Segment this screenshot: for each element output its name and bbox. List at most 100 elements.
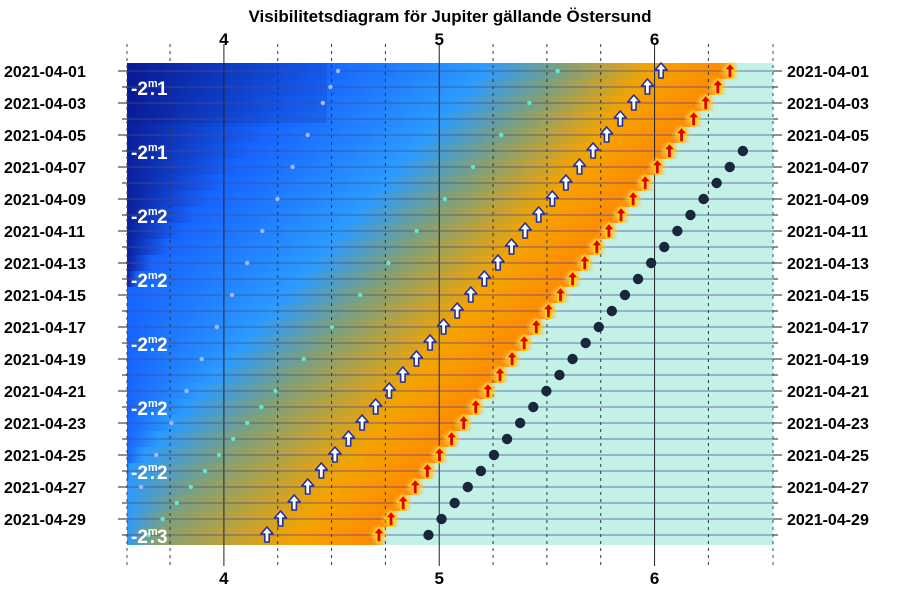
date-label-left: 2021-04-29 [4,512,86,529]
grid-lines [126,44,774,566]
red-arrow [698,94,713,111]
white-arrow [627,94,641,111]
x-tick-label-top: 5 [434,30,443,49]
red-arrow [674,126,689,143]
red-arrow [602,222,616,239]
date-label-right: 2021-04-15 [787,288,869,305]
chart-title: Visibilitetsdiagram för Jupiter gällande… [248,7,651,26]
axis-labels: 4 4 5 5 6 6 2021-04-01 2021-04-01 2021-04-03 2021… [4,30,869,588]
date-label-left: 2021-04-19 [4,352,86,369]
cyan-dot [329,324,335,330]
white-arrow [382,382,397,399]
cyan-dot [301,356,306,362]
date-label-right: 2021-04-23 [787,416,869,433]
light-dot [305,132,310,138]
dark-dot [423,529,434,541]
light-dot [335,68,341,74]
date-label-left: 2021-04-09 [4,192,86,209]
x-tick-label-bottom: 5 [434,569,443,588]
red-arrow [493,366,507,383]
red-arrow [408,478,423,495]
date-label-left: 2021-04-05 [4,128,86,145]
date-label-right: 2021-04-09 [787,192,869,209]
date-label-left: 2021-04-23 [4,416,86,433]
magnitude-label: -2m. 2 [131,270,168,292]
cyan-dot [414,228,419,234]
dark-dot [488,449,500,461]
red-arrow [626,190,640,207]
light-dot [138,484,144,490]
white-arrow [450,302,465,319]
dark-dot [528,401,539,413]
cyan-dot [442,196,448,202]
red-arrow [565,270,580,287]
dark-dot [606,305,618,317]
cyan-dot [499,132,504,138]
white-arrow [463,286,478,303]
date-label-left: 2021-04-03 [4,96,86,113]
cyan-dot [188,484,194,490]
cyan-dot [245,420,250,426]
white-arrow [396,366,410,383]
cyan-dot [174,500,179,506]
red-arrow [420,462,435,479]
x-tick-label-top: 6 [650,30,659,49]
light-dot [199,356,204,362]
cyan-dot [146,532,151,538]
red-arrow [396,494,410,511]
date-label-right: 2021-04-03 [787,96,869,113]
red-arrow [553,286,568,303]
date-label-right: 2021-04-13 [787,256,869,273]
red-arrow [638,174,653,191]
dark-dot [475,465,487,477]
x-tick-label-top: 4 [219,30,229,49]
cyan-dot [555,68,560,74]
red-arrow [517,334,531,351]
date-label-right: 2021-04-01 [787,64,869,81]
date-label-left: 2021-04-01 [4,64,86,81]
dark-dot [685,209,696,221]
date-label-right: 2021-04-29 [787,512,869,529]
dark-dot [436,513,447,525]
light-dot [169,420,174,426]
red-arrow [432,446,447,463]
white-arrow [531,206,546,223]
dark-dot [724,161,735,173]
dark-dot [698,193,709,205]
dark-dot [449,497,460,509]
white-arrow [654,62,668,79]
cyan-dot [160,516,165,522]
cyan-dot [216,452,222,458]
red-arrow [650,158,665,175]
dark-dot [593,321,604,333]
red-arrow [577,254,592,271]
white-arrow [355,414,369,431]
date-label-right: 2021-04-17 [787,320,869,337]
dark-dot [619,289,631,301]
dark-dot [659,241,670,253]
white-arrow [260,526,274,543]
dark-dot [580,337,591,349]
dark-dot [672,225,683,237]
date-label-right: 2021-04-07 [787,160,869,177]
date-label-left: 2021-04-27 [4,480,86,497]
cyan-dot [357,292,363,298]
dark-dot [632,273,644,285]
white-arrow [436,318,451,335]
date-label-left: 2021-04-13 [4,256,86,273]
magnitude-label: -2m. 2 [131,462,168,484]
dark-dot [462,481,473,493]
magnitude-label: -2m. 2 [131,334,168,356]
date-label-right: 2021-04-21 [787,384,869,401]
date-label-right: 2021-04-11 [787,224,868,241]
white-arrow [300,478,315,495]
dark-dot [554,369,565,381]
red-arrow [711,78,725,95]
date-label-left: 2021-04-15 [4,288,86,305]
magnitude-label: -2m. 1 [131,78,168,100]
red-arrow [468,398,483,415]
light-dot [154,452,159,458]
white-arrow [423,334,437,351]
white-arrow [504,238,519,255]
light-dot [244,260,250,266]
